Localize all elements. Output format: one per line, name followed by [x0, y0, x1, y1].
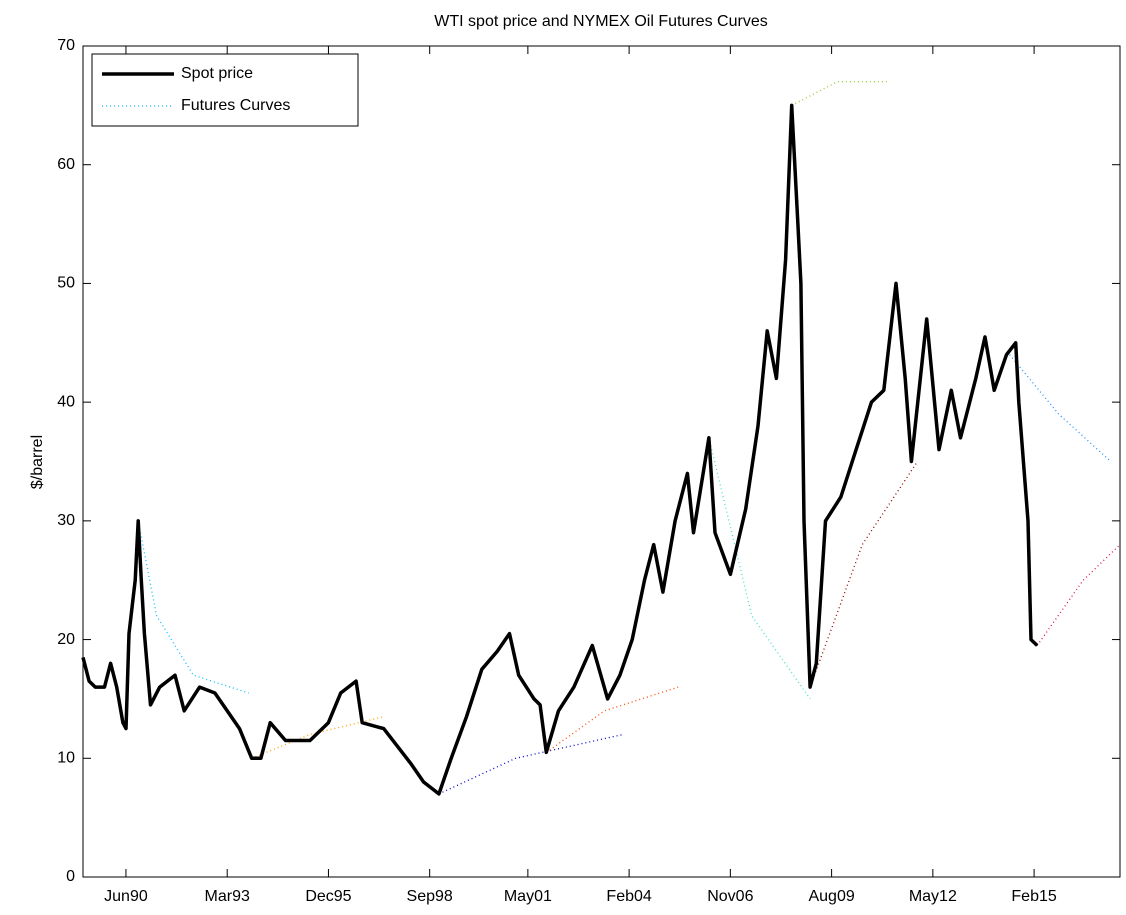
x-tick-label: Jun90 [104, 888, 148, 905]
x-tick-label: Feb15 [1011, 888, 1056, 905]
x-tick-label: Mar93 [205, 888, 250, 905]
legend-box [91, 53, 359, 127]
x-tick-label: Feb04 [606, 888, 651, 905]
y-tick-label: 70 [57, 37, 75, 54]
x-tick-label: May12 [909, 888, 957, 905]
x-tick-label: Sep98 [407, 888, 453, 905]
y-tick-label: 10 [57, 750, 75, 767]
x-tick-label: May01 [504, 888, 552, 905]
y-tick-label: 20 [57, 631, 75, 648]
legend-label: Futures Curves [181, 97, 290, 114]
y-tick-label: 30 [57, 512, 75, 529]
y-tick-label: 50 [57, 275, 75, 292]
x-tick-label: Aug09 [808, 888, 854, 905]
futures-curve [438, 733, 624, 795]
x-tick-label: Nov06 [707, 888, 753, 905]
y-tick-label: 60 [57, 156, 75, 173]
y-tick-label: 40 [57, 393, 75, 410]
legend-label: Spot price [181, 65, 253, 82]
futures-curve [251, 716, 384, 759]
futures-curve [137, 520, 249, 694]
y-tick-label: 0 [66, 868, 75, 885]
futures-curve [1009, 354, 1112, 462]
y-axis-label: $/barrel [29, 435, 46, 489]
spot-line [81, 103, 1039, 796]
chart-title: WTI spot price and NYMEX Oil Futures Cur… [434, 13, 767, 30]
x-tick-label: Dec95 [305, 888, 351, 905]
plot-area [82, 45, 1121, 878]
